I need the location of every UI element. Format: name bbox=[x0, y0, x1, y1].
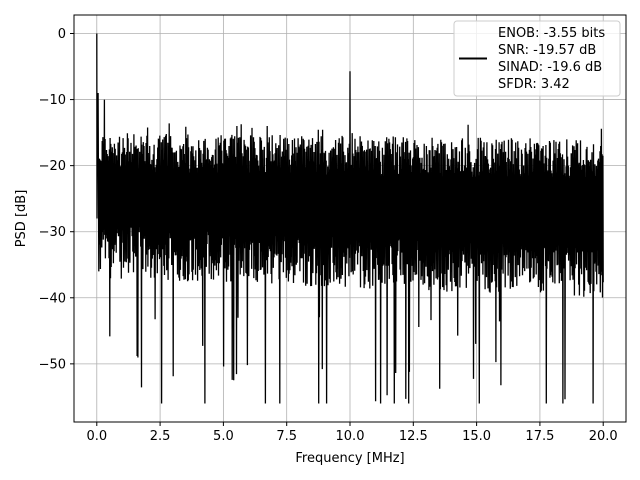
x-tick-label: 10.0 bbox=[336, 429, 365, 444]
x-tick-label: 5.0 bbox=[213, 429, 234, 444]
legend-box bbox=[453, 20, 621, 97]
y-tick-label: −20 bbox=[39, 159, 66, 174]
legend-snr: SNR: -19.57 dB bbox=[498, 43, 596, 58]
y-tick-label: −50 bbox=[39, 357, 66, 372]
legend-sinad: SINAD: -19.6 dB bbox=[498, 60, 602, 75]
y-tick-label: −30 bbox=[39, 225, 66, 240]
y-tick-label: −40 bbox=[39, 291, 66, 306]
y-axis-label: PSD [dB] bbox=[14, 190, 29, 248]
y-axis: 0 −10 −20 −30 −40 −50 bbox=[39, 27, 74, 372]
series-psd bbox=[96, 33, 604, 404]
x-axis: 0.0 2.5 5.0 7.5 10.0 12.5 15.0 17.5 20.0 bbox=[86, 422, 618, 444]
legend-enob: ENOB: -3.55 bits bbox=[498, 26, 605, 41]
psd-trace bbox=[96, 33, 604, 404]
x-tick-label: 7.5 bbox=[276, 429, 297, 444]
y-tick-label: 0 bbox=[58, 27, 66, 42]
x-tick-label: 17.5 bbox=[525, 429, 554, 444]
x-tick-label: 15.0 bbox=[462, 429, 491, 444]
x-tick-label: 20.0 bbox=[589, 429, 618, 444]
x-tick-label: 2.5 bbox=[150, 429, 171, 444]
x-axis-label: Frequency [MHz] bbox=[295, 451, 404, 466]
y-tick-label: −10 bbox=[39, 93, 66, 108]
x-tick-label: 0.0 bbox=[86, 429, 107, 444]
legend: ENOB: -3.55 bits SNR: -19.57 dB SINAD: -… bbox=[453, 20, 621, 97]
legend-sfdr: SFDR: 3.42 bbox=[498, 77, 570, 92]
x-tick-label: 12.5 bbox=[399, 429, 428, 444]
